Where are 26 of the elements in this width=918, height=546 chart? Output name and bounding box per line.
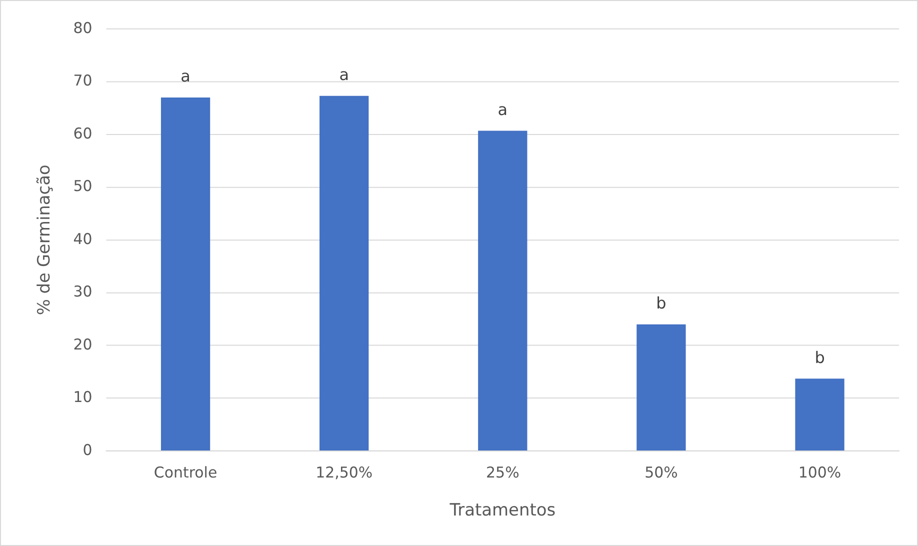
annotation: b	[814, 348, 825, 367]
x-tick-label: 50%	[644, 464, 678, 482]
y-tick-label: 10	[73, 388, 92, 406]
annotation: a	[339, 65, 349, 84]
x-tick-label: Controle	[154, 464, 218, 482]
y-tick-label: 60	[73, 124, 92, 142]
y-axis-title: % de Germinação	[34, 164, 54, 316]
annotation: a	[180, 66, 190, 86]
annotation: a	[498, 100, 508, 119]
bar	[636, 324, 686, 450]
y-tick-label: 40	[73, 230, 92, 248]
y-tick-label: 80	[73, 18, 92, 37]
x-tick-label: 12,50%	[316, 464, 373, 482]
x-tick-label: 25%	[486, 464, 520, 482]
y-tick-label: 70	[73, 72, 92, 90]
bar	[320, 96, 369, 450]
y-tick-label: 50	[73, 177, 92, 196]
y-tick-label: 20	[73, 335, 92, 354]
y-tick-label: 0	[82, 440, 92, 459]
bar	[478, 130, 528, 450]
annotation: b	[656, 294, 666, 313]
x-axis-title: Tratamentos	[448, 499, 556, 520]
bar	[795, 378, 844, 450]
y-tick-label: 30	[73, 282, 92, 301]
bar	[160, 97, 210, 450]
x-tick-label: 100%	[798, 464, 842, 482]
